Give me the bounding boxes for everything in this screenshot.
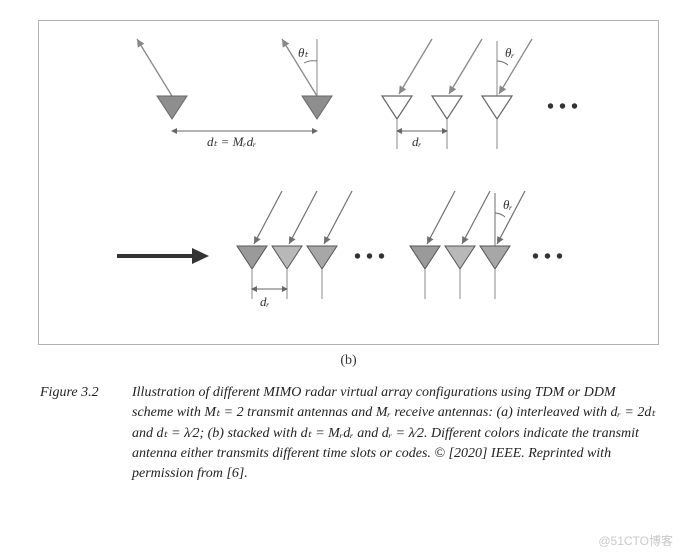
- caption-math: dₜ = λ⁄2: [157, 426, 200, 441]
- caption-text: receive antennas: (a) interleaved with: [391, 405, 611, 420]
- rx-beam: [449, 39, 482, 94]
- rx-beam: [499, 39, 532, 94]
- virt-beam: [289, 191, 317, 244]
- caption-lead: Figure 3.2: [40, 383, 132, 484]
- theta-t-arc: [304, 61, 317, 63]
- virt-beam: [427, 191, 455, 244]
- virt-antenna: [237, 246, 267, 269]
- theta-r-label: θᵣ: [505, 45, 515, 60]
- tx-antenna: [302, 96, 332, 119]
- theta-r-label-bottom: θᵣ: [503, 197, 513, 212]
- theta-t-label: θₜ: [298, 45, 309, 60]
- dr-label-bottom: dᵣ: [260, 294, 270, 309]
- dr-label-top: dᵣ: [412, 134, 422, 149]
- dots-top: • • •: [547, 96, 578, 118]
- caption-text: and: [354, 426, 382, 441]
- virt-antenna: [307, 246, 337, 269]
- figure-caption: Figure 3.2 Illustration of different MIM…: [20, 383, 677, 484]
- virt-antenna: [272, 246, 302, 269]
- virt-beam: [254, 191, 282, 244]
- caption-math: Mₜ = 2: [204, 405, 243, 420]
- virtual-arrow-head: [192, 248, 209, 264]
- theta-r-arc: [497, 61, 508, 65]
- rx-antenna: [382, 96, 412, 119]
- diagram-svg: θₜ dₜ = Mᵣdᵣ θᵣ dᵣ • • •: [57, 31, 657, 331]
- rx-antenna: [482, 96, 512, 119]
- caption-math: dₜ = Mᵣdᵣ: [301, 426, 354, 441]
- dots-end: • • •: [532, 246, 563, 268]
- virt-beam: [324, 191, 352, 244]
- figure-panel: θₜ dₜ = Mᵣdᵣ θᵣ dᵣ • • •: [38, 20, 659, 345]
- watermark: @51CTO博客: [598, 532, 673, 549]
- virt-beam: [462, 191, 490, 244]
- caption-math: Mᵣ: [376, 405, 391, 420]
- caption-text: transmit antennas and: [244, 405, 376, 420]
- dots-mid: • • •: [354, 246, 385, 268]
- caption-text: ; (b) stacked with: [199, 426, 300, 441]
- rx-beam: [399, 39, 432, 94]
- tx-antenna: [157, 96, 187, 119]
- subfigure-label: (b): [20, 353, 677, 369]
- caption-text: and: [132, 426, 157, 441]
- theta-r-arc-bottom: [495, 213, 505, 217]
- virt-antenna: [445, 246, 475, 269]
- tx-beam: [137, 39, 172, 96]
- rx-antenna: [432, 96, 462, 119]
- virt-antenna: [410, 246, 440, 269]
- caption-math: dᵣ = 2dₜ: [610, 405, 655, 420]
- virt-antenna: [480, 246, 510, 269]
- caption-math: dᵣ = λ⁄2: [382, 426, 424, 441]
- dt-label: dₜ = Mᵣdᵣ: [207, 134, 256, 149]
- caption-body: Illustration of different MIMO radar vir…: [132, 383, 657, 484]
